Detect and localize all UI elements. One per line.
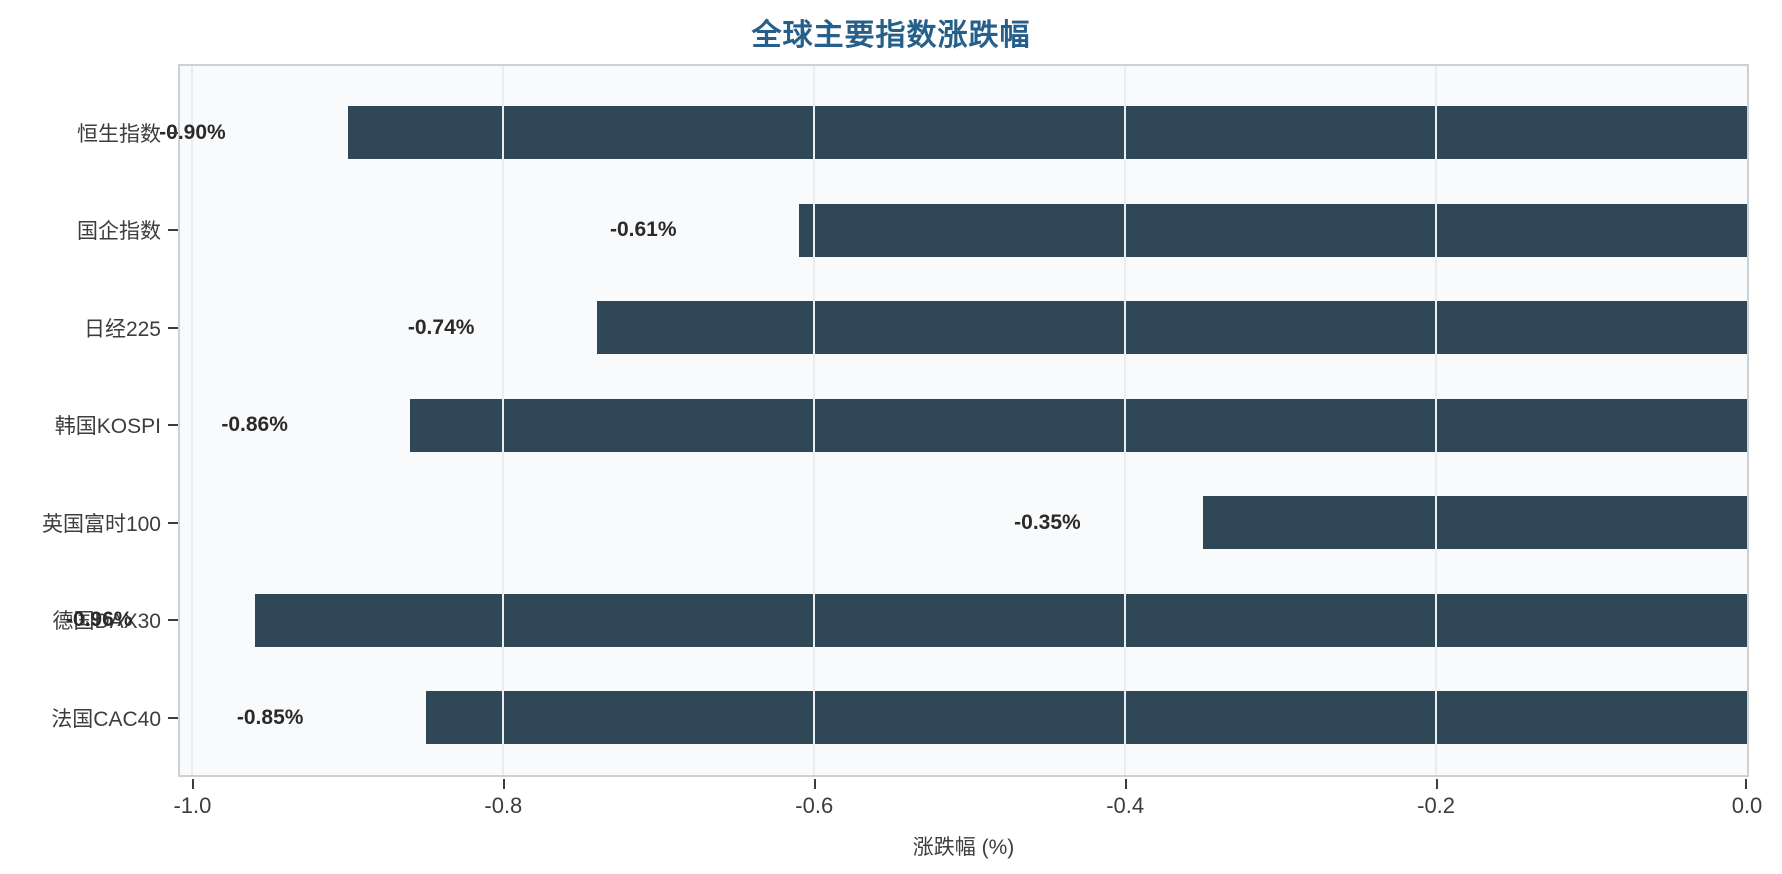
y-tick-mark [168, 716, 178, 719]
x-tick-label: -0.6 [795, 793, 834, 818]
y-tick-mark [168, 521, 178, 524]
bar-日经225 [596, 301, 1747, 355]
x-axis-title: 涨跌幅 (%) [912, 836, 1015, 859]
y-category-label: 法国CAC40 [51, 707, 161, 731]
y-category-label: 德国DAX30 [52, 610, 161, 634]
x-tick-label: 0.0 [1731, 793, 1763, 818]
chart-title: 全球主要指数涨跌幅 [751, 19, 1031, 52]
gridline-x--0.2 [1435, 66, 1438, 775]
x-tick-mark [814, 779, 817, 789]
x-tick-label: -0.8 [484, 793, 523, 818]
plot-area: -1.0 -0.8 -0.6 -0.4 -0.2 0.0 恒生指数 -0.90% 国企指数 -0.… [42, 64, 1762, 859]
bar-国企指数 [798, 203, 1747, 257]
bar-法国CAC40 [425, 691, 1747, 745]
plot-inner: -1.0 -0.8 -0.6 -0.4 -0.2 0.0 恒生指数 -0.90% 国企指数 -0.… [42, 66, 1762, 818]
y-category-label: 日经225 [83, 317, 161, 341]
y-tick-mark [168, 619, 178, 622]
bar-德国DAX30 [254, 593, 1747, 647]
bar-英国富时100 [1202, 496, 1747, 550]
x-tick-label: -0.4 [1106, 793, 1145, 818]
bar-value-label: -0.61% [609, 218, 677, 242]
y-category-label: 恒生指数 [77, 122, 161, 146]
x-tick-label: -1.0 [173, 793, 212, 818]
y-category-label: 英国富时100 [41, 512, 161, 536]
x-tick-label: -0.2 [1417, 793, 1456, 818]
bar-韩国KOSPI [410, 398, 1747, 452]
y-tick-mark [168, 131, 178, 134]
x-tick-mark [1125, 779, 1128, 789]
bar-value-label: -0.74% [407, 315, 475, 339]
y-tick-mark [168, 326, 178, 329]
y-tick-mark [168, 229, 178, 232]
y-category-label: 韩国KOSPI [54, 415, 161, 439]
bar-value-label: -0.35% [1014, 510, 1081, 534]
gridline-x--0.6 [813, 66, 816, 775]
y-tick-mark [168, 424, 178, 427]
bar-value-label: -0.96% [65, 608, 133, 632]
gridline-x--0.4 [1124, 66, 1127, 775]
gridline-x--0.8 [502, 66, 505, 775]
bar-value-label: -0.85% [236, 705, 304, 729]
bar-value-label: -0.86% [221, 413, 288, 437]
bar-value-label: -0.90% [159, 120, 226, 144]
x-tick-mark [1436, 779, 1439, 789]
bar-恒生指数 [347, 106, 1747, 160]
gridline-x--1.0 [191, 66, 194, 775]
y-category-label: 国企指数 [77, 220, 161, 244]
x-tick-mark [503, 779, 506, 789]
x-tick-mark [192, 779, 195, 789]
x-tick-mark [1745, 779, 1747, 789]
